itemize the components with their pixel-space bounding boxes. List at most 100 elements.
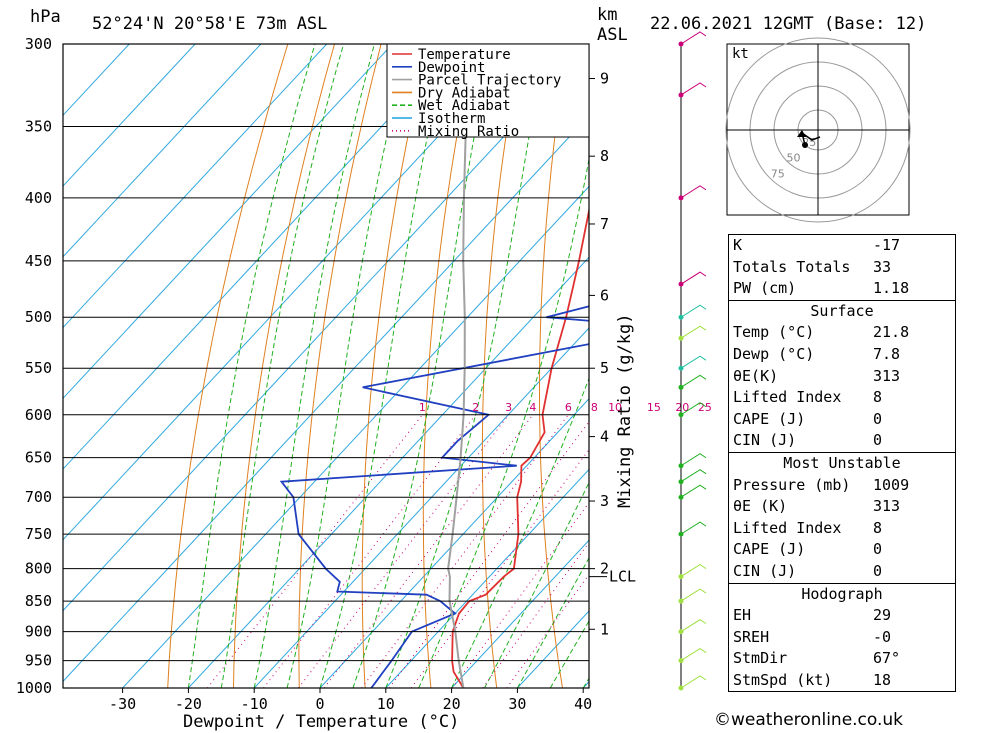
hpa-unit: hPa: [30, 7, 61, 27]
temperature-tick-label: -10: [241, 695, 268, 713]
pressure-tick-label: 700: [25, 488, 52, 506]
mixing-ratio-line: [323, 414, 534, 688]
isotherm-line: [63, 44, 459, 470]
wet-adiabat-line: [418, 156, 589, 688]
wind-barb: [680, 325, 707, 339]
mixing-ratio-line: [361, 414, 569, 688]
km-tick-label: 3: [600, 492, 609, 510]
pw-value: 1.18: [873, 279, 910, 298]
legend-entry: Wet Adiabat: [418, 98, 511, 114]
series-dewpoint: [279, 305, 589, 688]
temperature-tick-label: 30: [508, 695, 526, 713]
mu-theta-value: 313: [873, 497, 901, 516]
wind-barb: [680, 374, 707, 388]
mu-pressure-value: 1009: [873, 475, 910, 494]
sounding-indices-table: K -17 Totals Totals 33 PW (cm) 1.18 Surface…: [728, 234, 956, 693]
isotherm-line: [63, 44, 262, 258]
mixing-ratio-label: 4: [529, 401, 536, 414]
legend-entry: Mixing Ratio: [418, 124, 519, 140]
hodograph-ring: [725, 37, 911, 223]
mixing-ratio-line: [388, 421, 589, 688]
km-unit: km: [597, 5, 617, 25]
surface-li-label: Lifted Index: [733, 388, 842, 407]
wet-adiabat-line: [352, 44, 493, 688]
credit-link[interactable]: ©weatheronline.co.uk: [714, 710, 904, 730]
mu-li-label: Lifted Index: [733, 518, 842, 537]
surface-temp-value: 21.8: [873, 323, 910, 342]
legend-entry: Dewpoint: [418, 60, 485, 76]
isotherm-line: [63, 44, 328, 329]
lcl-label: LCL: [609, 568, 636, 586]
mu-cape-value: 0: [873, 540, 883, 559]
isotherm-line: [122, 185, 589, 688]
km-tick-label: 9: [600, 70, 609, 88]
mixing-ratio-axis-label: Mixing Ratio (g/kg): [615, 314, 635, 508]
stmdir-label: StmDir: [733, 649, 788, 668]
mixing-ratio-label: 20: [675, 401, 689, 414]
surface-temp-label: Temp (°C): [733, 323, 815, 342]
mixing-ratio-label: 2: [472, 401, 479, 414]
isotherm-line: [63, 44, 589, 612]
wet-adiabat-line: [220, 44, 345, 688]
pressure-tick-label: 850: [25, 592, 52, 610]
dry-adiabat-line: [648, 44, 694, 688]
mixing-ratio-line: [410, 448, 589, 688]
mu-cape-label: CAPE (J): [733, 540, 806, 559]
km-tick-label: 7: [600, 215, 609, 233]
eh-value: 29: [873, 606, 892, 625]
pressure-tick-label: 350: [25, 117, 52, 135]
pressure-tick-label: 500: [25, 308, 52, 326]
dry-adiabat-line: [361, 44, 429, 688]
stmspd-label: StmSpd (kt): [733, 670, 833, 689]
stmspd-value: 18: [873, 670, 892, 689]
isotherm-line: [63, 115, 589, 683]
asl-unit: ASL: [597, 25, 628, 45]
km-tick-label: 6: [600, 286, 609, 304]
pw-row: PW (cm) 1.18: [729, 278, 955, 300]
isotherm-line: [63, 44, 130, 117]
totals-totals-label: Totals Totals: [733, 257, 851, 276]
surface-cin-value: 0: [873, 431, 883, 450]
wind-barb: [680, 469, 707, 483]
mixing-ratio-label: 6: [565, 401, 572, 414]
mu-pressure-label: Pressure (mb): [733, 475, 851, 494]
mixing-ratio-label: 1: [419, 401, 426, 414]
pressure-tick-label: 550: [25, 359, 52, 377]
km-tick-label: 5: [600, 359, 609, 377]
pressure-tick-label: 400: [25, 189, 52, 207]
wind-barb: [680, 31, 707, 45]
surface-section: Surface Temp (°C) 21.8 Dewp (°C) 7.8 θE(K)…: [729, 299, 955, 452]
wet-adiabat-line: [484, 481, 589, 688]
totals-totals-value: 33: [873, 257, 892, 276]
wind-barb: [680, 402, 707, 416]
temperature-tick-label: 20: [443, 695, 461, 713]
mu-theta-label: θE (K): [733, 497, 788, 516]
eh-label: EH: [733, 606, 752, 625]
hodograph-section: Hodograph EH 29 SREH -0 StmDir 67° StmSpd (…: [729, 582, 955, 692]
wind-barb: [680, 675, 707, 689]
pressure-tick-label: 450: [25, 252, 52, 270]
isotherm-line: [385, 468, 589, 688]
wind-barb: [680, 453, 707, 467]
stmdir-value: 67°: [873, 649, 901, 668]
mixing-ratio-label: 8: [591, 401, 598, 414]
wind-barb: [680, 521, 707, 535]
isotherm-line: [63, 44, 525, 541]
pressure-tick-label: 300: [25, 35, 52, 53]
plot-frame: [62, 43, 590, 689]
wind-barb: [680, 304, 707, 318]
legend-entry: Dry Adiabat: [418, 85, 511, 101]
storm-motion-marker: [797, 130, 806, 137]
mixing-ratio-label: 10: [608, 401, 622, 414]
surface-title: Surface: [810, 301, 874, 320]
hodograph-ring-label: 50: [787, 152, 801, 165]
wet-adiabat-line: [451, 377, 589, 688]
pressure-tick-label: 750: [25, 525, 52, 543]
temperature-tick-label: 0: [315, 695, 324, 713]
wind-barb: [680, 185, 707, 199]
mu-cin-label: CIN (J): [733, 561, 797, 580]
surface-theta-label: θE(K): [733, 366, 779, 385]
wind-barb: [680, 619, 707, 633]
